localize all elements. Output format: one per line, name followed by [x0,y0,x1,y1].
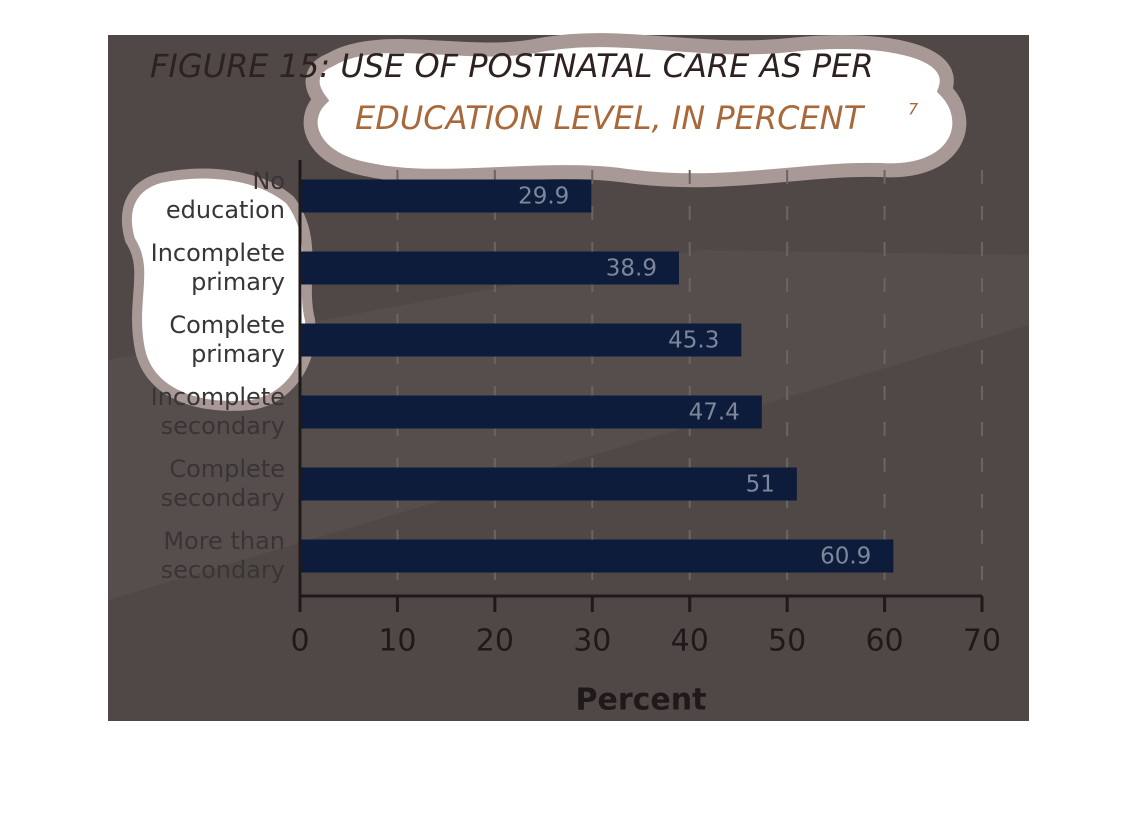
x-tick-label: 50 [768,624,806,659]
y-tick-label: No [252,167,285,195]
y-tick-label: education [166,196,285,224]
x-tick-label: 0 [290,624,309,659]
bar [300,539,894,573]
value-label: 38.9 [606,256,657,282]
label-highlight [121,168,316,411]
y-tick-label: secondary [161,484,285,512]
y-tick-label: Incomplete [151,383,285,411]
title-footnote: 7 [908,100,919,119]
x-tick-label: 30 [573,624,611,659]
x-tick-label: 70 [963,624,1001,659]
bar [300,395,762,429]
value-label: 29.9 [518,184,569,210]
y-tick-label: More than [163,527,285,555]
value-label: 60.9 [820,544,871,570]
bar [300,179,592,213]
x-tick-label: 10 [378,624,416,659]
y-tick-label: secondary [161,412,285,440]
y-tick-label: Complete [169,311,285,339]
y-tick-label: secondary [161,556,285,584]
bar [300,251,679,285]
title-highlight [303,33,967,188]
chart-title: FIGURE 15: USE OF POSTNATAL CARE AS PER [150,47,874,85]
x-tick-label: 60 [865,624,903,659]
y-tick-label: primary [191,340,285,368]
value-label: 45.3 [668,328,719,354]
x-axis-title: Percent [576,683,707,718]
x-tick-label: 20 [476,624,514,659]
bar [300,467,797,501]
y-tick-label: Complete [169,455,285,483]
y-tick-label: Incomplete [151,239,285,267]
y-tick-label: primary [191,268,285,296]
x-tick-label: 40 [671,624,709,659]
value-label: 51 [746,472,775,498]
bar [300,323,742,357]
chart-title: EDUCATION LEVEL, IN PERCENT [355,99,866,137]
value-label: 47.4 [689,400,740,426]
